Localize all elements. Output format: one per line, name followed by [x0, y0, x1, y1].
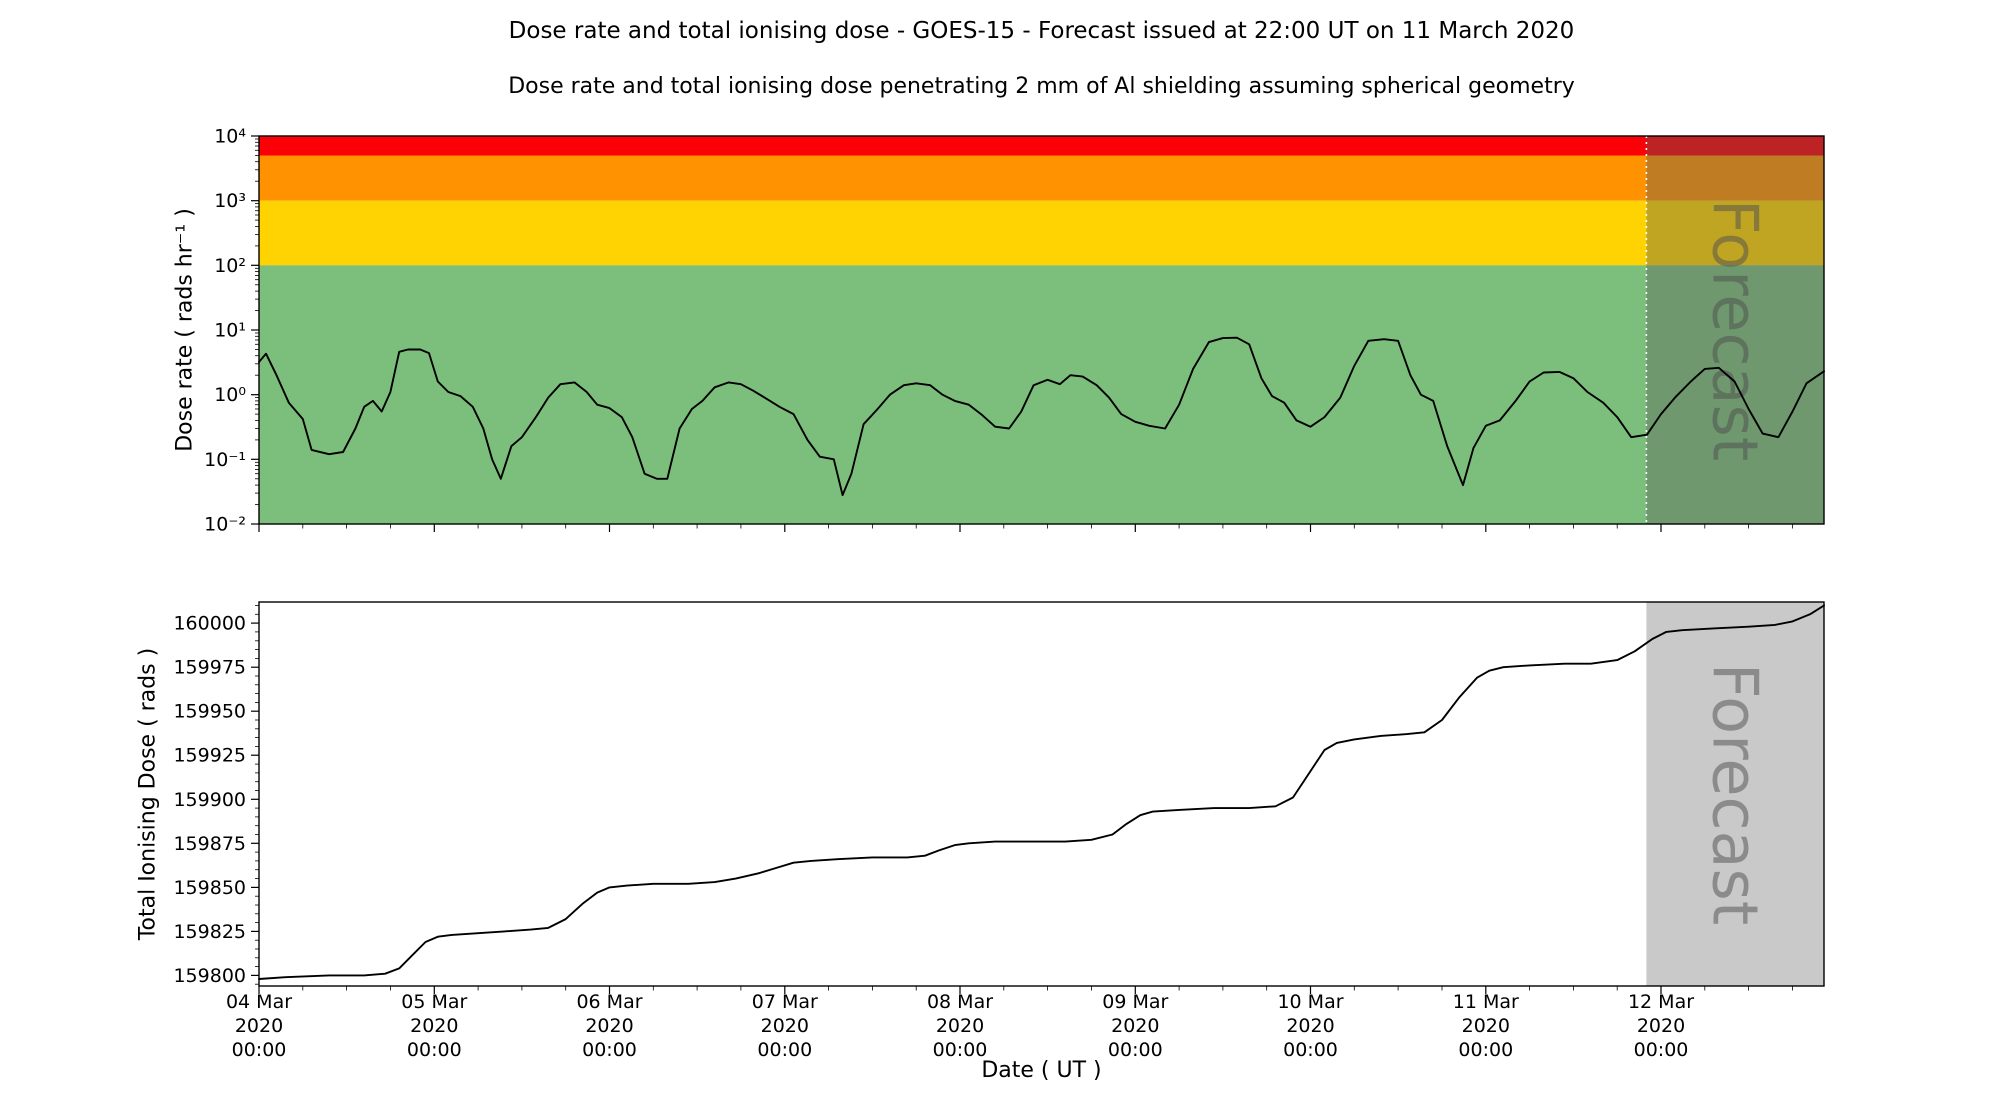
forecast-region — [1646, 136, 1824, 524]
x-axis-label: Date ( UT ) — [981, 1058, 1102, 1083]
axes-border — [258, 601, 1825, 987]
x-tick-label: 2020 — [761, 1015, 809, 1037]
x-tick-label: 2020 — [235, 1015, 283, 1037]
x-tick-label: 00:00 — [1634, 1039, 1689, 1061]
x-minor-ticks — [302, 986, 1793, 991]
dose-rate-line — [258, 336, 1825, 497]
x-ticks — [258, 524, 1662, 532]
x-tick-label: 2020 — [585, 1015, 633, 1037]
y-tick-label: 159925 — [173, 745, 246, 767]
x-tick-label: 04 Mar — [226, 991, 292, 1013]
x-tick-label: 10 Mar — [1277, 991, 1343, 1013]
x-tick-label: 05 Mar — [401, 991, 467, 1013]
dose-rate-chart: Forecast 10⁴ 10³ 10² 10¹ 10⁰ 10⁻¹ 10⁻² — [0, 120, 2000, 544]
total-ionising-dose-plot: Forecast15980015982515985015987515990015… — [173, 601, 1825, 1061]
x-tick-label: 00:00 — [933, 1039, 988, 1061]
y-tick-label: 159875 — [173, 833, 246, 855]
y-tick-label: 10⁻¹ — [204, 449, 246, 471]
y-tick-label: 10² — [214, 255, 246, 277]
y-ticks: 159800 159825 159850 159875 159900 159925 1599… — [173, 613, 259, 987]
x-tick-label: 00:00 — [1283, 1039, 1338, 1061]
orange-alert-band — [259, 155, 1824, 201]
forecast-watermark: Forecast — [1699, 199, 1772, 461]
y-tick-label: 159975 — [173, 657, 246, 679]
x-tick-label: 2020 — [410, 1015, 458, 1037]
y-tick-label: 10³ — [214, 190, 246, 212]
y-tick-label: 10⁰ — [214, 384, 246, 406]
alert-bands — [259, 136, 1824, 524]
forecast-region — [1646, 602, 1824, 986]
x-tick-label: 2020 — [936, 1015, 984, 1037]
x-minor-ticks — [302, 524, 1793, 529]
y-tick-label: 159950 — [173, 701, 246, 723]
y-tick-label: 10⁴ — [214, 126, 246, 148]
total-dose-line — [258, 604, 1825, 980]
y-tick-label: 159900 — [173, 789, 246, 811]
total-dose-chart: Forecast 159800 159825 159850 159875 159900 15… — [0, 590, 2000, 1074]
x-tick-label: 2020 — [1111, 1015, 1159, 1037]
green-nominal-band — [259, 265, 1824, 524]
x-tick-label: 09 Mar — [1102, 991, 1168, 1013]
yellow-alert-band — [259, 200, 1824, 266]
dose-rate-plot: Forecast 10⁴ 10³ 10² 10¹ 10⁰ 10⁻¹ 10⁻² — [204, 126, 1825, 536]
figure-subtitle: Dose rate and total ionising dose penetr… — [508, 74, 1575, 99]
y-tick-label: 10¹ — [214, 320, 246, 342]
forecast-watermark: Forecast — [1699, 663, 1772, 925]
red-alert-band — [259, 136, 1824, 156]
x-tick-label: 12 Mar — [1628, 991, 1694, 1013]
x-tick-label: 00:00 — [1458, 1039, 1513, 1061]
x-tick-label: 00:00 — [757, 1039, 812, 1061]
y-tick-label: 10⁻² — [204, 514, 246, 536]
y-minor-ticks — [255, 605, 259, 985]
x-tick-label: 00:00 — [1108, 1039, 1163, 1061]
x-tick-label: 2020 — [1462, 1015, 1510, 1037]
y-minor-ticks — [255, 138, 259, 505]
x-tick-label: 06 Mar — [576, 991, 642, 1013]
y-tick-label: 159825 — [173, 921, 246, 943]
x-tick-label: 07 Mar — [752, 991, 818, 1013]
plot-background — [259, 602, 1824, 986]
x-tick-label: 2020 — [1286, 1015, 1334, 1037]
y-ticks: 10⁴ 10³ 10² 10¹ 10⁰ 10⁻¹ 10⁻² — [204, 126, 259, 536]
x-tick-label: 00:00 — [407, 1039, 462, 1061]
x-tick-label: 00:00 — [232, 1039, 287, 1061]
x-tick-label: 11 Mar — [1453, 991, 1519, 1013]
x-tick-label: 00:00 — [582, 1039, 637, 1061]
y-tick-label: 160000 — [173, 613, 246, 635]
x-tick-label: 2020 — [1637, 1015, 1685, 1037]
x-tick-label: 08 Mar — [927, 991, 993, 1013]
figure-title: Dose rate and total ionising dose - GOES… — [508, 18, 1575, 44]
y-tick-label: 159850 — [173, 877, 246, 899]
y-tick-label: 159800 — [173, 965, 246, 987]
